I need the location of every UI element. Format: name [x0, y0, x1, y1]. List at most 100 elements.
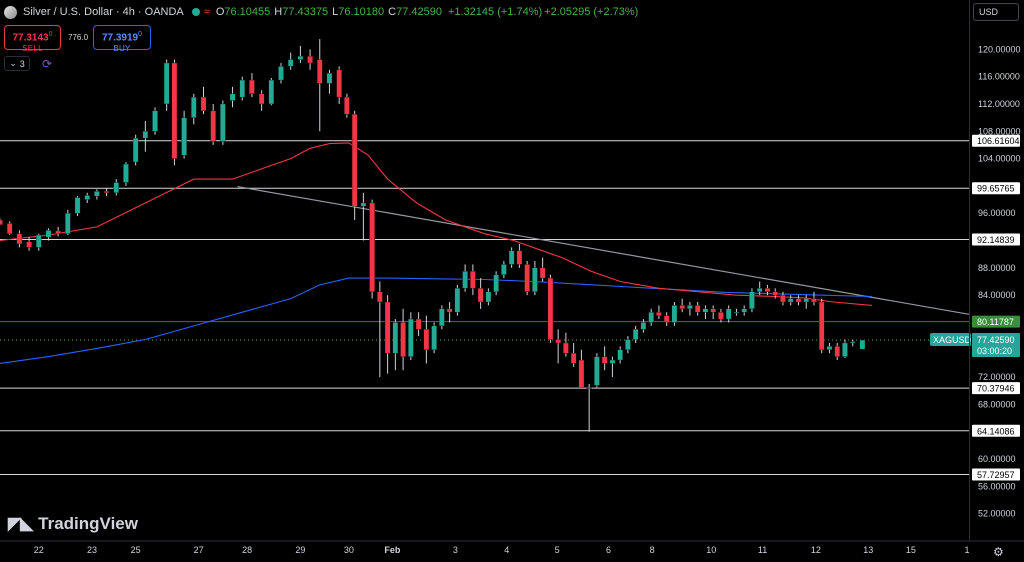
candle-bear [656, 312, 662, 316]
y-tick-label: 68.00000 [978, 399, 1016, 409]
symbol-tag-box [930, 333, 971, 347]
level-label-box [972, 468, 1020, 481]
candle-bear [377, 291, 383, 303]
candle-bull [687, 305, 693, 309]
price-axis [970, 0, 1024, 562]
candle-bull [586, 387, 592, 389]
level-label: 92.14839 [977, 235, 1015, 245]
candle-bear [6, 223, 13, 234]
candle-bear [694, 305, 701, 313]
candle-bull [181, 117, 187, 156]
high-value: 77.43375 [282, 6, 329, 18]
candle-bear [210, 110, 216, 142]
level-label-box [972, 182, 1020, 195]
candle-bear [795, 298, 802, 303]
x-tick-label: 4 [504, 545, 509, 555]
candle-bull [625, 339, 631, 350]
level-label: 99.65765 [977, 184, 1015, 194]
candle-bull [749, 291, 755, 309]
candle-bull [725, 308, 732, 320]
candle-bear [811, 298, 817, 303]
y-tick-label: 108.00000 [978, 126, 1021, 136]
candle-bear [446, 308, 453, 313]
indicators-toggle[interactable]: ⌄ 3 [4, 56, 30, 71]
x-tick-label: 8 [650, 545, 655, 555]
candle-bull [278, 66, 284, 81]
trendline [237, 185, 970, 315]
candle-bull [454, 288, 461, 313]
candle-bull [849, 341, 856, 344]
candle-bull [45, 230, 52, 238]
candle-bear [710, 308, 716, 313]
x-tick-label: 12 [811, 545, 821, 555]
candle-bull [803, 298, 809, 303]
candle-bull [842, 342, 848, 357]
sell-button[interactable]: 77.31430 SELL [4, 25, 61, 53]
chevron-down-icon: ⌄ [9, 58, 17, 68]
x-tick-label: 11 [758, 545, 767, 555]
buy-button[interactable]: 77.39190 BUY [93, 25, 151, 53]
x-tick-label: 13 [863, 545, 873, 555]
candle-bull [671, 305, 678, 323]
candle-bull [408, 318, 414, 357]
candle-bull [609, 359, 616, 364]
candle-bull [733, 312, 740, 314]
x-tick-label: 25 [131, 545, 141, 555]
x-tick-label: 28 [242, 545, 252, 555]
market-open-dot-icon [191, 8, 200, 16]
sell-price: 77.3143 [12, 32, 49, 44]
candle-bear [663, 315, 670, 323]
candle-bull [501, 264, 507, 275]
currency-selector[interactable]: USD [973, 3, 1019, 21]
symbol-title[interactable]: Silver / U.S. Dollar · 4h · OANDA [23, 6, 184, 18]
symbol-header: Silver / U.S. Dollar · 4h · OANDA ≈ O 76.… [4, 4, 638, 20]
silver-logo-icon [4, 5, 17, 19]
candle-bear [307, 55, 313, 64]
candle-bull [113, 182, 120, 193]
candle-bull [84, 195, 90, 200]
x-tick-label: Feb [384, 545, 401, 555]
candle-bear [26, 241, 32, 248]
moving-average-slow [0, 277, 873, 364]
x-tick-label: 3 [453, 545, 458, 555]
candle-bull [859, 339, 866, 350]
level-label-box [972, 382, 1020, 395]
y-tick-label: 88.00000 [978, 263, 1016, 273]
candle-bull [297, 55, 304, 60]
y-tick-label: 52.00000 [978, 509, 1016, 519]
candle-bear [477, 288, 484, 303]
y-tick-label: 72.00000 [978, 372, 1016, 382]
x-tick-label: 23 [87, 545, 97, 555]
candle-bull [123, 163, 129, 183]
buy-price: 77.3919 [101, 32, 139, 44]
candle-bear [555, 339, 561, 344]
candle-bear [384, 301, 391, 354]
spread-value: 776.0 [68, 33, 89, 42]
candle-bear [679, 305, 685, 309]
candle-bear [570, 353, 577, 364]
y-tick-label: 60.00000 [978, 454, 1016, 464]
candle-bear [336, 69, 342, 98]
y-tick-label: 120.00000 [978, 44, 1021, 54]
close-value: 77.42590 [396, 6, 442, 18]
candle-bear [818, 301, 825, 350]
settings-gear-icon[interactable]: ⚙ [993, 545, 1004, 559]
last-price-label: 77.42590 [977, 335, 1015, 345]
moving-average-fast [0, 142, 873, 306]
candle-bear [258, 93, 265, 105]
candle-bear [200, 96, 207, 111]
candle-bear [539, 267, 546, 279]
candle-bear [563, 342, 569, 354]
brand-name: TradingView [38, 514, 138, 533]
candle-bull [439, 308, 445, 327]
open-value: 76.10455 [224, 6, 271, 18]
level-label: 64.14086 [977, 426, 1015, 436]
sync-icon[interactable]: ⟳ [42, 57, 53, 71]
buy-label: BUY [113, 44, 131, 54]
candle-bull [493, 274, 499, 292]
low-value: 76.10180 [338, 6, 385, 18]
candle-bull [94, 191, 100, 197]
candle-bear [834, 346, 840, 357]
candle-bull [229, 93, 236, 101]
